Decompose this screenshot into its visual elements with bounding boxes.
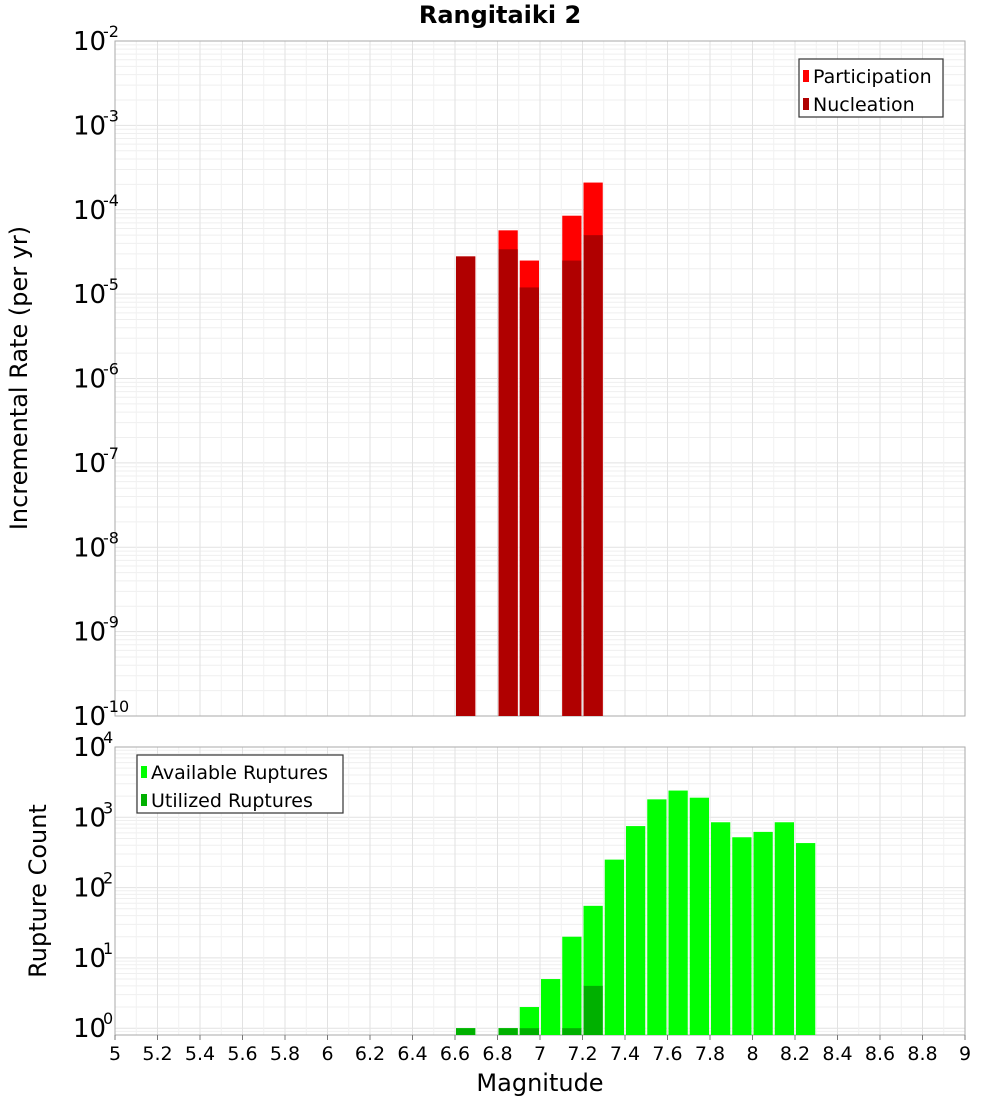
available-ruptures-bar	[732, 837, 752, 1035]
legend-label: Nucleation	[813, 94, 915, 116]
x-tick-label: 7.8	[695, 1043, 725, 1065]
x-tick-label: 8.8	[907, 1043, 937, 1065]
x-axis-ticks: 5 5.2 5.4 5.6 5.8 6 6.2 6.4 6.6 6.8 7 7.2 7.4 7.6 7.8 8…	[109, 1035, 971, 1065]
bottom-legend: Available Ruptures Utilized Ruptures	[136, 754, 344, 814]
available-ruptures-bar	[647, 799, 667, 1035]
legend-swatch	[141, 794, 147, 806]
y-tick-label: 10	[73, 533, 106, 563]
legend-swatch	[803, 70, 809, 82]
x-tick-label: 5.6	[227, 1043, 257, 1065]
y-tick-exponent: -7	[103, 444, 119, 463]
available-ruptures-bar	[626, 826, 646, 1035]
y-tick-label: 10	[73, 733, 106, 763]
top-plot-grid	[114, 41, 966, 717]
y-tick-label: 10	[73, 365, 106, 395]
y-tick-exponent: -3	[103, 106, 119, 125]
nucleation-bar	[456, 256, 476, 716]
available-ruptures-bar	[689, 797, 709, 1035]
y-tick-exponent: 2	[103, 869, 113, 888]
x-tick-label: 7.6	[652, 1043, 682, 1065]
y-tick-label: 10	[73, 27, 106, 57]
y-tick-label: 10	[73, 702, 106, 732]
x-tick-label: 6.6	[440, 1043, 470, 1065]
utilized-ruptures-bar	[519, 1028, 539, 1035]
top-bars	[456, 182, 603, 717]
available-ruptures-bar	[753, 831, 773, 1035]
available-ruptures-bar	[604, 859, 624, 1035]
legend-box	[136, 754, 344, 814]
available-ruptures-bar	[541, 979, 561, 1035]
top-y-axis-label: Incremental Rate (per yr)	[5, 226, 33, 530]
x-tick-label: 5	[109, 1043, 121, 1065]
x-tick-label: 6.2	[355, 1043, 385, 1065]
nucleation-bar	[583, 235, 603, 716]
available-ruptures-bar	[668, 790, 688, 1035]
nucleation-bar	[562, 260, 582, 716]
y-tick-exponent: -2	[103, 22, 119, 41]
available-ruptures-bar	[562, 936, 582, 1035]
y-tick-label: 10	[73, 196, 106, 226]
x-tick-label: 5.8	[270, 1043, 300, 1065]
y-tick-exponent: -9	[103, 613, 119, 632]
y-tick-exponent: 0	[103, 1009, 113, 1028]
x-tick-label: 7.2	[567, 1043, 597, 1065]
bottom-plot-grid	[114, 747, 966, 1036]
y-tick-label: 10	[73, 618, 106, 648]
available-ruptures-bar	[519, 1007, 539, 1035]
x-tick-label: 6.8	[482, 1043, 512, 1065]
legend-label: Utilized Ruptures	[151, 790, 313, 812]
nucleation-bar	[498, 249, 518, 716]
y-tick-exponent: -4	[103, 191, 119, 210]
x-tick-label: 6	[321, 1043, 333, 1065]
y-tick-label: 10	[73, 874, 106, 904]
bottom-bars	[456, 790, 816, 1035]
bottom-y-axis-label: Rupture Count	[24, 804, 52, 978]
available-ruptures-bar	[774, 822, 794, 1035]
y-tick-exponent: 1	[103, 939, 113, 958]
nucleation-bar	[519, 287, 539, 716]
x-tick-label: 7	[534, 1043, 546, 1065]
utilized-ruptures-bar	[498, 1028, 518, 1035]
available-ruptures-bar	[711, 822, 731, 1035]
y-tick-exponent: 4	[103, 728, 113, 747]
top-legend: Participation Nucleation	[798, 58, 944, 118]
x-tick-label: 8.2	[780, 1043, 810, 1065]
y-tick-exponent: 3	[103, 798, 113, 817]
available-ruptures-bar	[796, 843, 816, 1035]
y-tick-label: 10	[73, 280, 106, 310]
utilized-ruptures-bar	[562, 1028, 582, 1035]
x-tick-label: 9	[959, 1043, 971, 1065]
y-tick-exponent: -8	[103, 528, 119, 547]
y-tick-label: 10	[73, 111, 106, 141]
utilized-ruptures-bar	[583, 985, 603, 1035]
x-axis-label: Magnitude	[476, 1069, 603, 1097]
y-tick-label: 10	[73, 944, 106, 974]
utilized-ruptures-bar	[456, 1028, 476, 1035]
top-plot-area	[114, 40, 966, 717]
y-tick-label: 10	[73, 803, 106, 833]
chart-title: Rangitaiki 2	[419, 1, 581, 29]
y-tick-exponent: -5	[103, 275, 119, 294]
x-tick-label: 7.4	[610, 1043, 640, 1065]
legend-swatch	[803, 98, 809, 110]
x-tick-label: 6.4	[397, 1043, 427, 1065]
x-tick-label: 8	[746, 1043, 758, 1065]
y-tick-exponent: -6	[103, 360, 119, 379]
legend-label: Participation	[813, 66, 932, 88]
legend-label: Available Ruptures	[151, 762, 328, 784]
x-tick-label: 5.2	[142, 1043, 172, 1065]
x-tick-label: 5.4	[185, 1043, 215, 1065]
x-tick-label: 8.6	[865, 1043, 895, 1065]
y-tick-label: 10	[73, 1014, 106, 1044]
y-tick-label: 10	[73, 449, 106, 479]
x-tick-label: 8.4	[822, 1043, 852, 1065]
legend-swatch	[141, 766, 147, 778]
y-tick-exponent: -10	[103, 697, 129, 716]
legend-box	[798, 58, 944, 118]
